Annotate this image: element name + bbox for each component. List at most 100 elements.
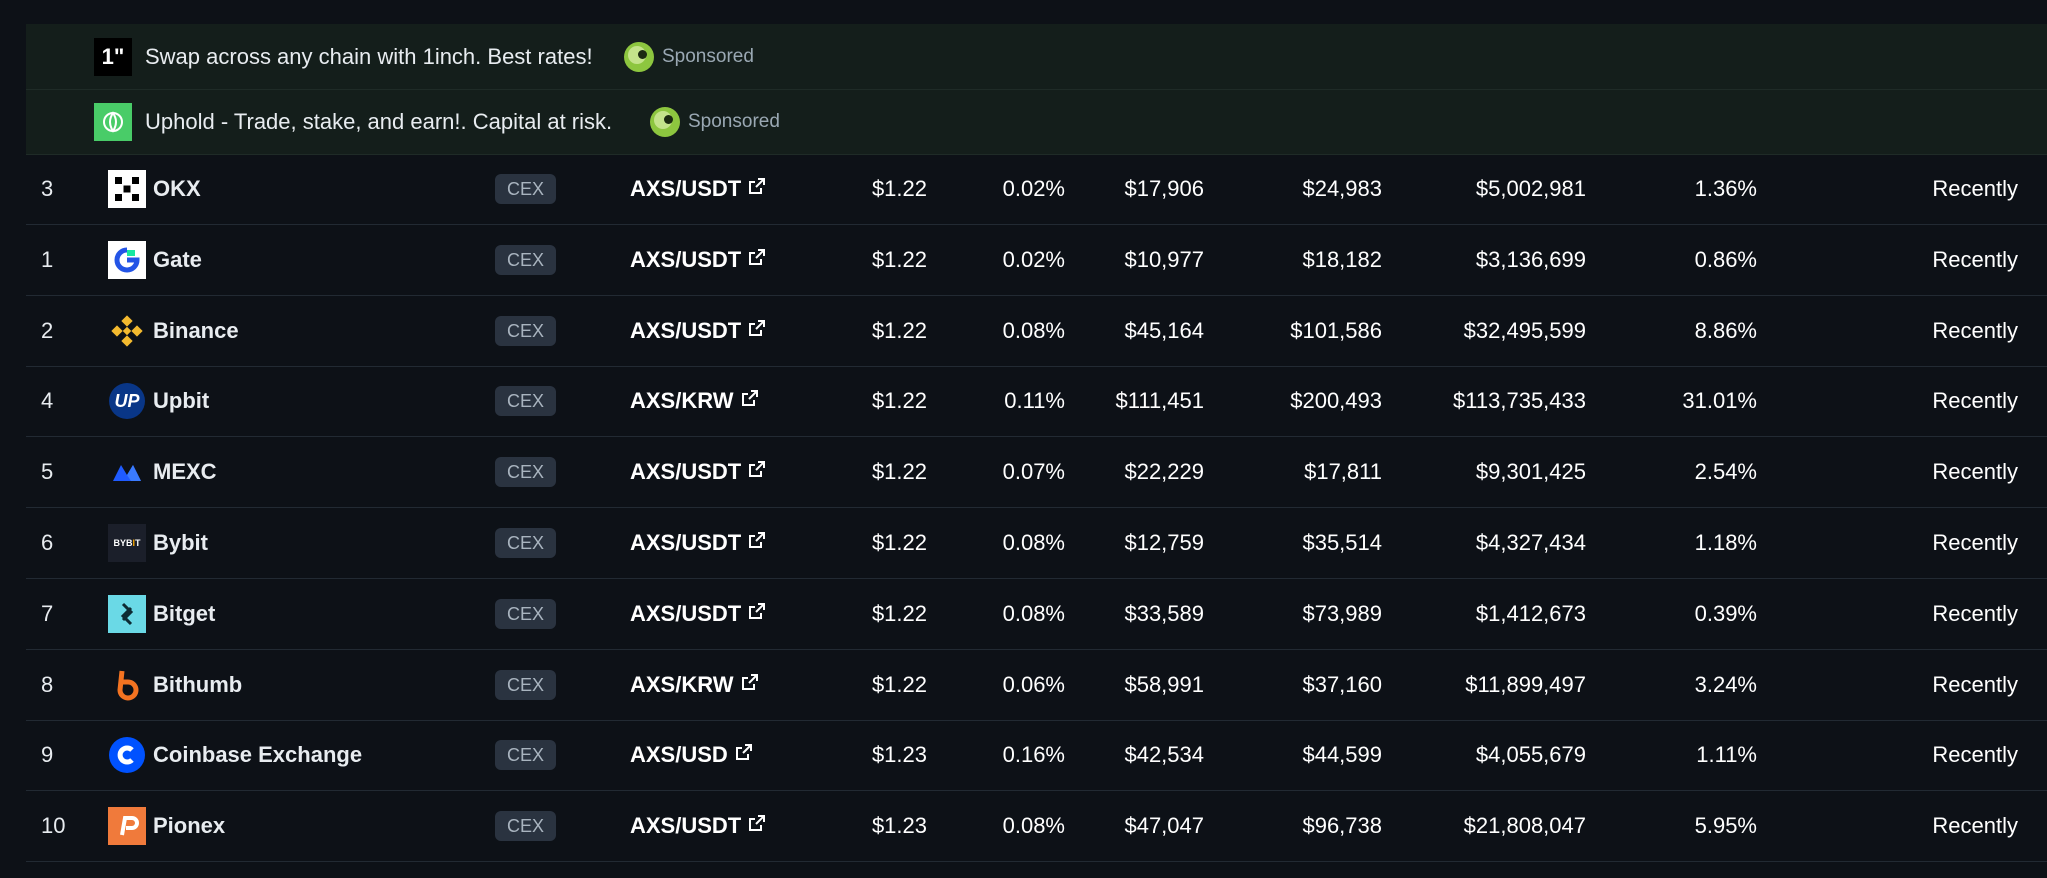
pair-label: AXS/USDT <box>630 813 742 839</box>
upbit-logo-icon: UP <box>108 382 146 420</box>
exchange-name-link[interactable]: Bybit <box>153 530 208 555</box>
bitget-logo-icon <box>108 594 146 633</box>
price-cell: $1.22 <box>871 600 927 626</box>
external-link-icon[interactable] <box>741 508 767 578</box>
pair-label: AXS/USDT <box>630 600 742 626</box>
exchange-name-link[interactable]: Gate <box>153 246 202 272</box>
sponsored-row-uphold[interactable]: Uphold - Trade, stake, and earn!. Capita… <box>26 89 2047 155</box>
table-row[interactable]: 8 Bithumb CEX AXS/KRW $1.22 0.06% $58,991 $37,1… <box>26 650 2047 721</box>
depth-plus-cell: $10,977 <box>1124 246 1204 272</box>
trading-pair-link[interactable]: AXS/USDT <box>630 225 767 295</box>
volume-share-cell: 3.24% <box>1694 671 1757 697</box>
rank-cell: 2 <box>41 317 54 343</box>
exchange-name-link[interactable]: OKX <box>153 176 201 201</box>
exchange-type-badge: CEX <box>495 244 557 275</box>
external-link-icon[interactable] <box>741 154 767 224</box>
external-link-icon[interactable] <box>741 579 767 649</box>
external-link-icon[interactable] <box>741 296 767 366</box>
exchange-type-badge: CEX <box>495 598 557 629</box>
pair-label: AXS/USDT <box>630 317 742 343</box>
volume-cell: $1,412,673 <box>1475 600 1586 626</box>
last-updated-cell: Recently <box>1932 246 2018 272</box>
exchange-name-link[interactable]: Binance <box>153 317 239 343</box>
rank-cell: 5 <box>41 459 54 485</box>
exchange-name-link[interactable]: Coinbase Exchange <box>153 742 363 768</box>
volume-cell: $5,002,981 <box>1475 176 1586 201</box>
external-link-icon[interactable] <box>741 225 767 295</box>
table-row[interactable]: 3 OKX CEX AXS/USDT $1.22 0.02% $17,906 $24,983 $… <box>26 154 2047 225</box>
table-row[interactable]: 5 MEXC CEX AXS/USDT $1.22 0.07% $22,229 $17,811… <box>26 437 2047 509</box>
external-link-icon[interactable] <box>728 720 754 790</box>
price-cell: $1.22 <box>871 388 927 414</box>
sponsored-row-1inch[interactable]: 1" Swap across any chain with 1inch. Bes… <box>26 24 2047 90</box>
last-updated-cell: Recently <box>1932 388 2018 414</box>
depth-minus-cell: $18,182 <box>1302 246 1382 272</box>
last-updated-cell: Recently <box>1932 600 2018 626</box>
spread-cell: 0.08% <box>1002 317 1065 343</box>
sponsored-text[interactable]: Swap across any chain with 1inch. Best r… <box>145 44 593 69</box>
table-row[interactable]: 9 Coinbase Exchange CEX AXS/USD $1.23 0.16% $4… <box>26 720 2047 792</box>
depth-minus-cell: $35,514 <box>1302 530 1382 555</box>
exchange-type-badge: CEX <box>495 669 557 700</box>
table-row[interactable]: 1 Gate CEX AXS/USDT $1.22 0.02% $10,977 $18,182… <box>26 225 2047 296</box>
table-row[interactable]: 7 Bitget CEX AXS/USDT $1.22 0.08% $33,589 $73,9… <box>26 579 2047 650</box>
volume-share-cell: 8.86% <box>1694 317 1757 343</box>
volume-share-cell: 1.11% <box>1696 742 1757 768</box>
pair-label: AXS/KRW <box>630 388 734 414</box>
exchange-type-badge: CEX <box>495 740 557 771</box>
last-updated-cell: Recently <box>1932 317 2018 343</box>
table-row[interactable]: 6 BYB I T Bybit CEX AXS/USDT $1.22 0.08% $12,759 $… <box>26 508 2047 579</box>
exchange-type-badge: CEX <box>495 315 557 346</box>
exchange-type-badge: CEX <box>495 174 557 204</box>
trading-pair-link[interactable]: AXS/USDT <box>630 437 767 507</box>
external-link-icon[interactable] <box>741 437 767 507</box>
price-cell: $1.22 <box>871 459 927 485</box>
depth-plus-cell: $17,906 <box>1124 176 1204 201</box>
volume-cell: $3,136,699 <box>1475 246 1586 272</box>
trading-pair-link[interactable]: AXS/USDT <box>630 296 767 366</box>
spread-cell: 0.02% <box>1002 176 1065 201</box>
exchange-name-link[interactable]: Pionex <box>153 813 226 839</box>
volume-share-cell: 5.95% <box>1694 813 1757 839</box>
external-link-icon[interactable] <box>734 366 760 436</box>
mexc-logo-icon <box>108 453 146 491</box>
table-row[interactable]: 2 Binance CEX AXS/USDT $1.22 0.08% $45,164 $101… <box>26 296 2047 367</box>
exchange-name-link[interactable]: Bithumb <box>153 671 243 697</box>
volume-cell: $32,495,599 <box>1463 317 1586 343</box>
exchange-name-link[interactable]: Bitget <box>153 600 216 626</box>
depth-minus-cell: $24,983 <box>1302 176 1382 201</box>
gate-logo-icon <box>108 240 146 279</box>
exchange-name-link[interactable]: Upbit <box>153 388 210 414</box>
trading-pair-link[interactable]: AXS/USD <box>630 720 754 790</box>
sponsored-text[interactable]: Uphold - Trade, stake, and earn!. Capita… <box>145 109 613 134</box>
spread-cell: 0.07% <box>1002 459 1065 485</box>
trading-pair-link[interactable]: AXS/KRW <box>630 650 760 720</box>
table-row[interactable]: 4 UP Upbit CEX AXS/KRW $1.22 0.11% $111,451 $200… <box>26 366 2047 438</box>
rank-cell: 3 <box>41 176 54 201</box>
depth-plus-cell: $42,534 <box>1124 742 1204 768</box>
spread-cell: 0.08% <box>1002 530 1065 555</box>
volume-cell: $4,327,434 <box>1475 530 1586 555</box>
exchange-name-link[interactable]: MEXC <box>153 459 217 485</box>
rank-cell: 7 <box>41 600 54 626</box>
trading-pair-link[interactable]: AXS/USDT <box>630 154 767 224</box>
last-updated-cell: Recently <box>1932 671 2018 697</box>
trading-pair-link[interactable]: AXS/KRW <box>630 366 760 436</box>
depth-plus-cell: $111,451 <box>1115 388 1205 414</box>
price-cell: $1.22 <box>871 246 927 272</box>
pionex-logo-icon <box>108 807 146 846</box>
depth-plus-cell: $45,164 <box>1124 317 1204 343</box>
trading-pair-link[interactable]: AXS/USDT <box>630 579 767 649</box>
last-updated-cell: Recently <box>1932 459 2018 485</box>
depth-minus-cell: $200,493 <box>1290 388 1382 414</box>
uphold-logo-icon <box>94 103 132 141</box>
external-link-icon[interactable] <box>741 791 767 861</box>
table-row[interactable]: 10 Pionex CEX AXS/USDT $1.23 0.08% $47,047 $96,… <box>26 791 2047 863</box>
external-link-icon[interactable] <box>734 650 760 720</box>
volume-cell: $113,735,433 <box>1453 388 1586 414</box>
price-cell: $1.22 <box>871 530 927 555</box>
volume-share-cell: 31.01% <box>1682 388 1757 414</box>
volume-share-cell: 2.54% <box>1694 459 1757 485</box>
trading-pair-link[interactable]: AXS/USDT <box>630 791 767 861</box>
trading-pair-link[interactable]: AXS/USDT <box>630 508 767 578</box>
